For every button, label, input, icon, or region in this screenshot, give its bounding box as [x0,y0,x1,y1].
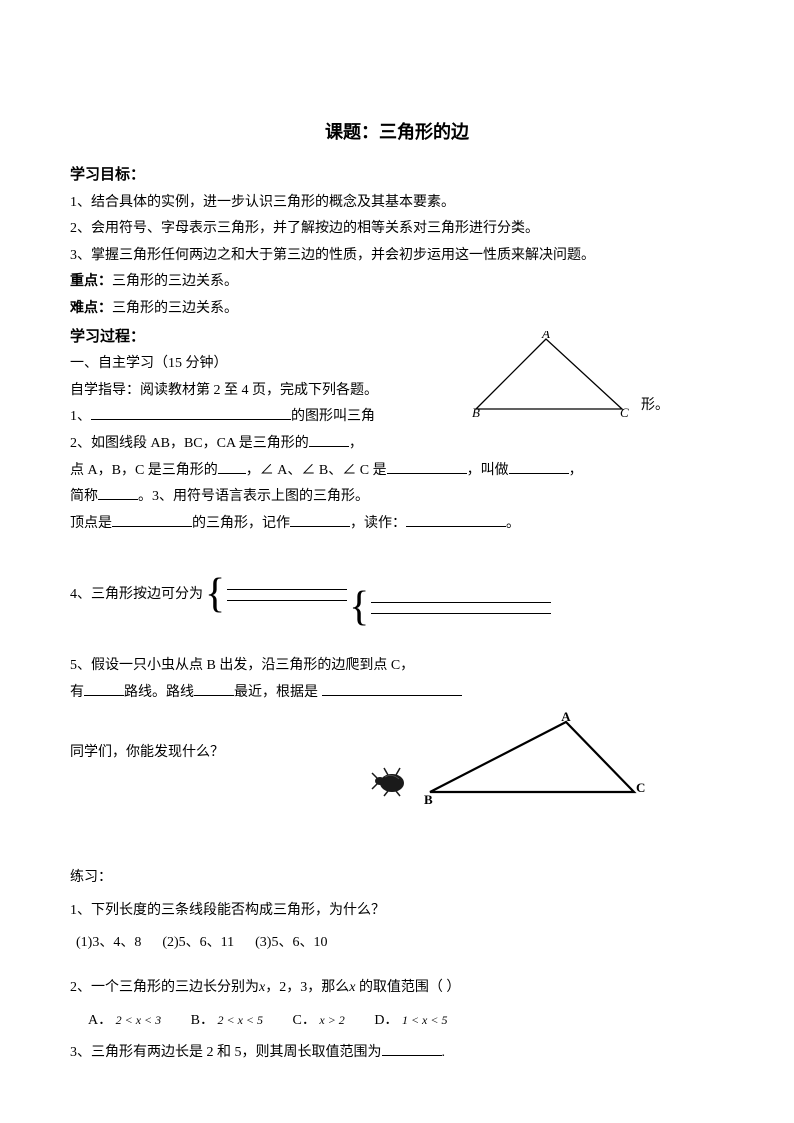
p3b: . [442,1045,446,1060]
option-a: A． 2 < x < 3 [88,1008,161,1035]
emphasis-label: 重点： [70,274,112,289]
practice-q2: 2、一个三角形的三边长分别为x，2，3，那么x 的取值范围（ ） [70,975,724,1002]
bug-icon [370,765,410,808]
blank [290,511,350,526]
q2-line3: 简称 。3、用符号语言表示上图的三角形。 [70,484,724,511]
tri2-label-c: C [636,780,645,795]
q2-l3a: 简称 [70,489,98,504]
opt-d-label: D． [374,1013,398,1028]
blank-line [227,589,347,590]
q2-l4a: 顶点是 [70,516,112,531]
blank [112,511,192,526]
opt-a-math: 2 < x < 3 [116,1013,162,1027]
difficulty-label: 难点： [70,301,112,316]
tri1-label-a: A [541,331,550,341]
practice-q1: 1、下列长度的三条线段能否构成三角形，为什么？ [70,898,724,925]
q2-l2a: 点 A，B，C 是三角形的 [70,463,218,478]
opt-a-label: A． [88,1013,112,1028]
brace-icon: { [205,576,225,614]
tri2-label-a: A [561,712,571,724]
q1-before: 1、 [70,409,91,424]
emphasis-text: 三角形的三边关系。 [112,274,238,289]
q2-l4b: 的三角形，记作 [192,516,290,531]
q2-l1a: 2、如图线段 AB，BC，CA 是三角形的 [70,436,309,451]
goal-1: 1、结合具体的实例，进一步认识三角形的概念及其基本要素。 [70,190,724,217]
tri2-label-b: B [424,792,433,807]
opt-c-label: C． [293,1013,316,1028]
blank [309,432,349,447]
tri1-label-b: B [472,405,480,420]
heading-goal: 学习目标： [70,161,724,190]
blank-line [371,613,551,614]
practice-heading: 练习： [70,865,724,892]
option-b: B． 2 < x < 5 [191,1008,263,1035]
p2c: 的取值范围（ ） [355,980,460,995]
q4-label: 4、三角形按边可分为 [70,582,203,609]
emphasis-line: 重点：三角形的三边关系。 [70,269,724,296]
opt-b-math: 2 < x < 5 [218,1013,264,1027]
practice-q2-options: A． 2 < x < 3 B． 2 < x < 5 C． x > 2 D． 1 … [88,1008,724,1035]
blank [194,680,234,695]
q2-l4c: ，读作： [350,516,406,531]
blank [382,1041,442,1056]
brace-lines-1 [227,589,347,601]
blank [98,485,138,500]
goal-3: 3、掌握三角形任何两边之和大于第三边的性质，并会初步运用这一性质来解决问题。 [70,243,724,270]
q2-l3b: 。3、用符号语言表示上图的三角形。 [138,489,369,504]
section-1-wrap: 一、自主学习（15 分钟） A B C 形。 自学指导：阅读教材第 2 至 4 … [70,351,724,537]
q5-line1: 5、假设一只小虫从点 B 出发，沿三角形的边爬到点 C， [70,653,724,680]
brace-icon: { [349,589,369,627]
q4-area: 4、三角形按边可分为 { { [70,563,724,627]
practice-q3: 3、三角形有两边长是 2 和 5，则其周长取值范围为. [70,1040,724,1067]
blank [509,458,569,473]
p2a: 2、一个三角形的三边长分别为 [70,980,259,995]
q2-l2b: ，∠ A、∠ B、∠ C 是 [246,463,387,478]
q1-after2: 形。 [641,393,669,420]
blank [406,511,506,526]
blank [322,680,462,695]
q5-l2a: 有 [70,685,84,700]
blank-line [371,602,551,603]
blank [84,680,124,695]
q2-l2c: ，叫做 [467,463,509,478]
q2-line1: 2、如图线段 AB，BC，CA 是三角形的 ， [70,431,724,458]
blank [91,405,291,420]
p2b: ，2，3，那么 [265,980,349,995]
p3a: 3、三角形有两边长是 2 和 5，则其周长取值范围为 [70,1045,382,1060]
q5-l2c: 最近，根据是 [234,685,318,700]
q5-l2b: 路线。路线 [124,685,194,700]
q5-ask: 同学们，你能发现什么？ [70,740,224,767]
page-title: 课题：三角形的边 [70,115,724,149]
practice-q1-options: (1)3、4、8 (2)5、6、11 (3)5、6、10 [76,930,724,957]
q1-after1: 的图形叫三角 [291,409,375,424]
triangle-abc-1: A B C [464,331,634,421]
blank [218,458,246,473]
q5-diagram-row: 同学们，你能发现什么？ A B C [70,712,724,807]
q5-line2: 有 路线。路线 最近，根据是 [70,680,724,707]
tri1-label-c: C [620,405,629,420]
q2-line4: 顶点是 的三角形，记作 ，读作： 。 [70,511,724,538]
q2-l1b: ， [349,436,363,451]
triangle-abc-2: A B C [416,712,646,807]
brace-lines-2 [371,602,551,614]
goal-2: 2、会用符号、字母表示三角形，并了解按边的相等关系对三角形进行分类。 [70,216,724,243]
q2-line2: 点 A，B，C 是三角形的 ，∠ A、∠ B、∠ C 是 ，叫做 ， [70,458,724,485]
option-d: D． 1 < x < 5 [374,1008,447,1035]
difficulty-text: 三角形的三边关系。 [112,301,238,316]
q2-l4d: 。 [506,516,520,531]
blank [387,458,467,473]
opt-b-label: B． [191,1013,214,1028]
blank-line [227,600,347,601]
difficulty-line: 难点：三角形的三边关系。 [70,296,724,323]
opt-d-math: 1 < x < 5 [402,1013,448,1027]
option-c: C． x > 2 [293,1008,345,1035]
q2-l2d: ， [569,463,583,478]
opt-c-math: x > 2 [319,1013,344,1027]
